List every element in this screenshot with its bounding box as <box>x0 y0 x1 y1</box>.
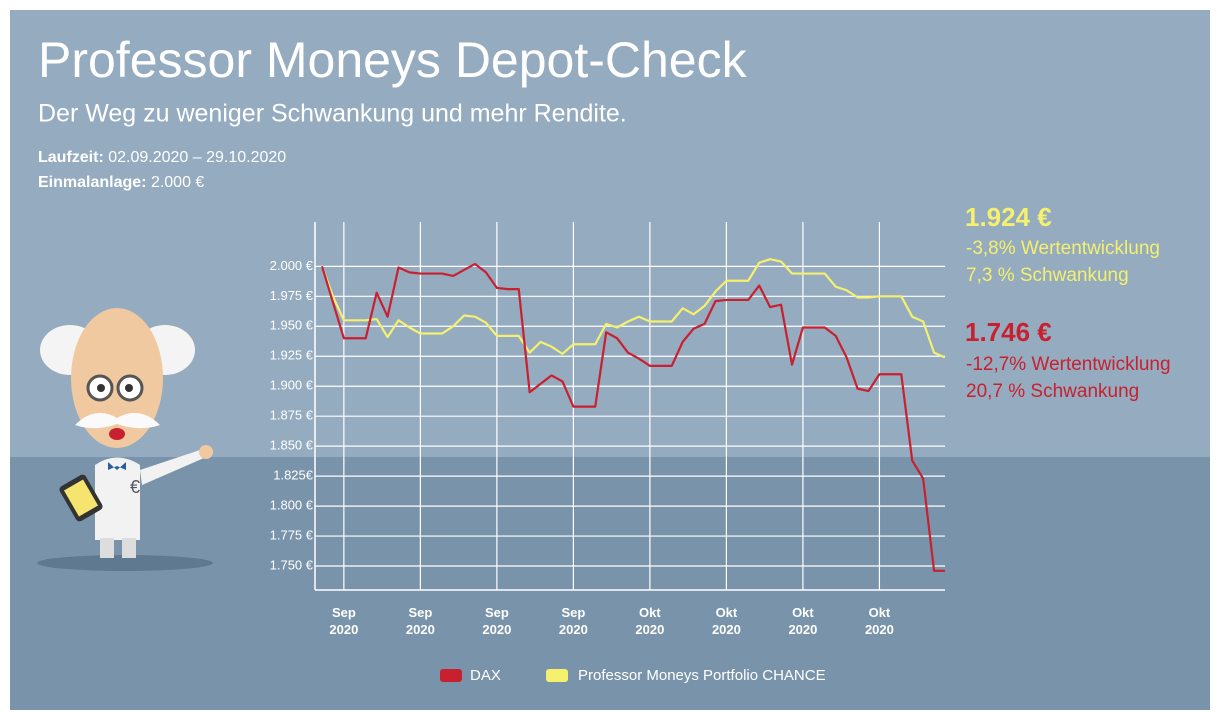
runtime-value: 02.09.2020 – 29.10.2020 <box>108 149 286 166</box>
x-tick-label: Sep 2020 <box>329 605 358 637</box>
eye <box>125 384 133 392</box>
background-bottom <box>10 457 1210 710</box>
runtime-label: Laufzeit: <box>38 149 104 166</box>
summary-chance: 1.924 € -3,8% Wertentwicklung 7,3 % Schw… <box>965 202 1160 286</box>
eye <box>97 384 105 392</box>
y-tick-label: 2.000 € <box>270 258 314 273</box>
performance: -3,8% Wertentwicklung <box>966 238 1160 259</box>
title: Professor Moneys Depot-Check <box>38 32 748 88</box>
shadow <box>37 555 213 571</box>
plot: 2.000 € 1.975 € 1.950 € 1.925 € 1.900 € 1.875… <box>270 222 946 637</box>
volatility: 7,3 % Schwankung <box>966 265 1129 286</box>
legend-label: DAX <box>470 667 501 684</box>
y-tick-label: 1.825€ <box>273 468 314 483</box>
volatility: 20,7 % Schwankung <box>966 381 1139 402</box>
professor: € <box>37 308 213 571</box>
investment-label: Einmalanlage: <box>38 174 146 191</box>
y-tick-label: 1.775 € <box>270 527 314 542</box>
background-top <box>10 10 1210 457</box>
y-tick-label: 1.950 € <box>270 318 314 333</box>
mouth <box>109 428 125 440</box>
subtitle: Der Weg zu weniger Schwankung und mehr R… <box>38 100 627 128</box>
x-tick-label: Okt 2020 <box>712 605 741 637</box>
leg <box>122 538 136 558</box>
legend: DAX Professor Moneys Portfolio CHANCE <box>440 667 826 684</box>
y-tick-label: 1.800 € <box>270 498 314 513</box>
head <box>71 308 163 448</box>
leg <box>100 538 114 558</box>
y-tick-label: 1.750 € <box>270 557 314 572</box>
y-tick-label: 1.900 € <box>270 378 314 393</box>
y-tick-label: 1.850 € <box>270 438 314 453</box>
legend-swatch <box>546 669 568 682</box>
y-tick-label: 1.925 € <box>270 348 314 363</box>
investment: Einmalanlage: 2.000 € <box>38 174 204 191</box>
x-tick-label: Okt 2020 <box>788 605 817 637</box>
x-tick-label: Okt 2020 <box>635 605 664 637</box>
series-line <box>320 258 946 359</box>
y-tick-label: 1.875 € <box>270 408 314 423</box>
hand <box>199 445 213 459</box>
bow-tie <box>108 462 126 470</box>
tablet-screen <box>63 479 99 517</box>
summary-dax: 1.746 € -12,7% Wertentwicklung 20,7 % Sc… <box>965 317 1171 402</box>
investment-value: 2.000 € <box>151 174 204 191</box>
x-tick-label: Okt 2020 <box>865 605 894 637</box>
arm <box>140 450 204 485</box>
legend-label: Professor Moneys Portfolio CHANCE <box>578 667 826 684</box>
runtime: Laufzeit: 02.09.2020 – 29.10.2020 <box>38 149 286 166</box>
amount: 1.746 € <box>965 317 1052 347</box>
series-line <box>320 262 945 572</box>
x-tick-label: Sep 2020 <box>559 605 588 637</box>
x-tick-label: Sep 2020 <box>406 605 435 637</box>
mustache <box>75 412 160 429</box>
amount: 1.924 € <box>965 202 1052 232</box>
coat <box>95 457 140 540</box>
euro-sign: € <box>130 477 140 497</box>
y-tick-label: 1.975 € <box>270 288 314 303</box>
performance: -12,7% Wertentwicklung <box>966 354 1171 375</box>
x-tick-label: Sep 2020 <box>482 605 511 637</box>
legend-swatch <box>440 669 462 682</box>
